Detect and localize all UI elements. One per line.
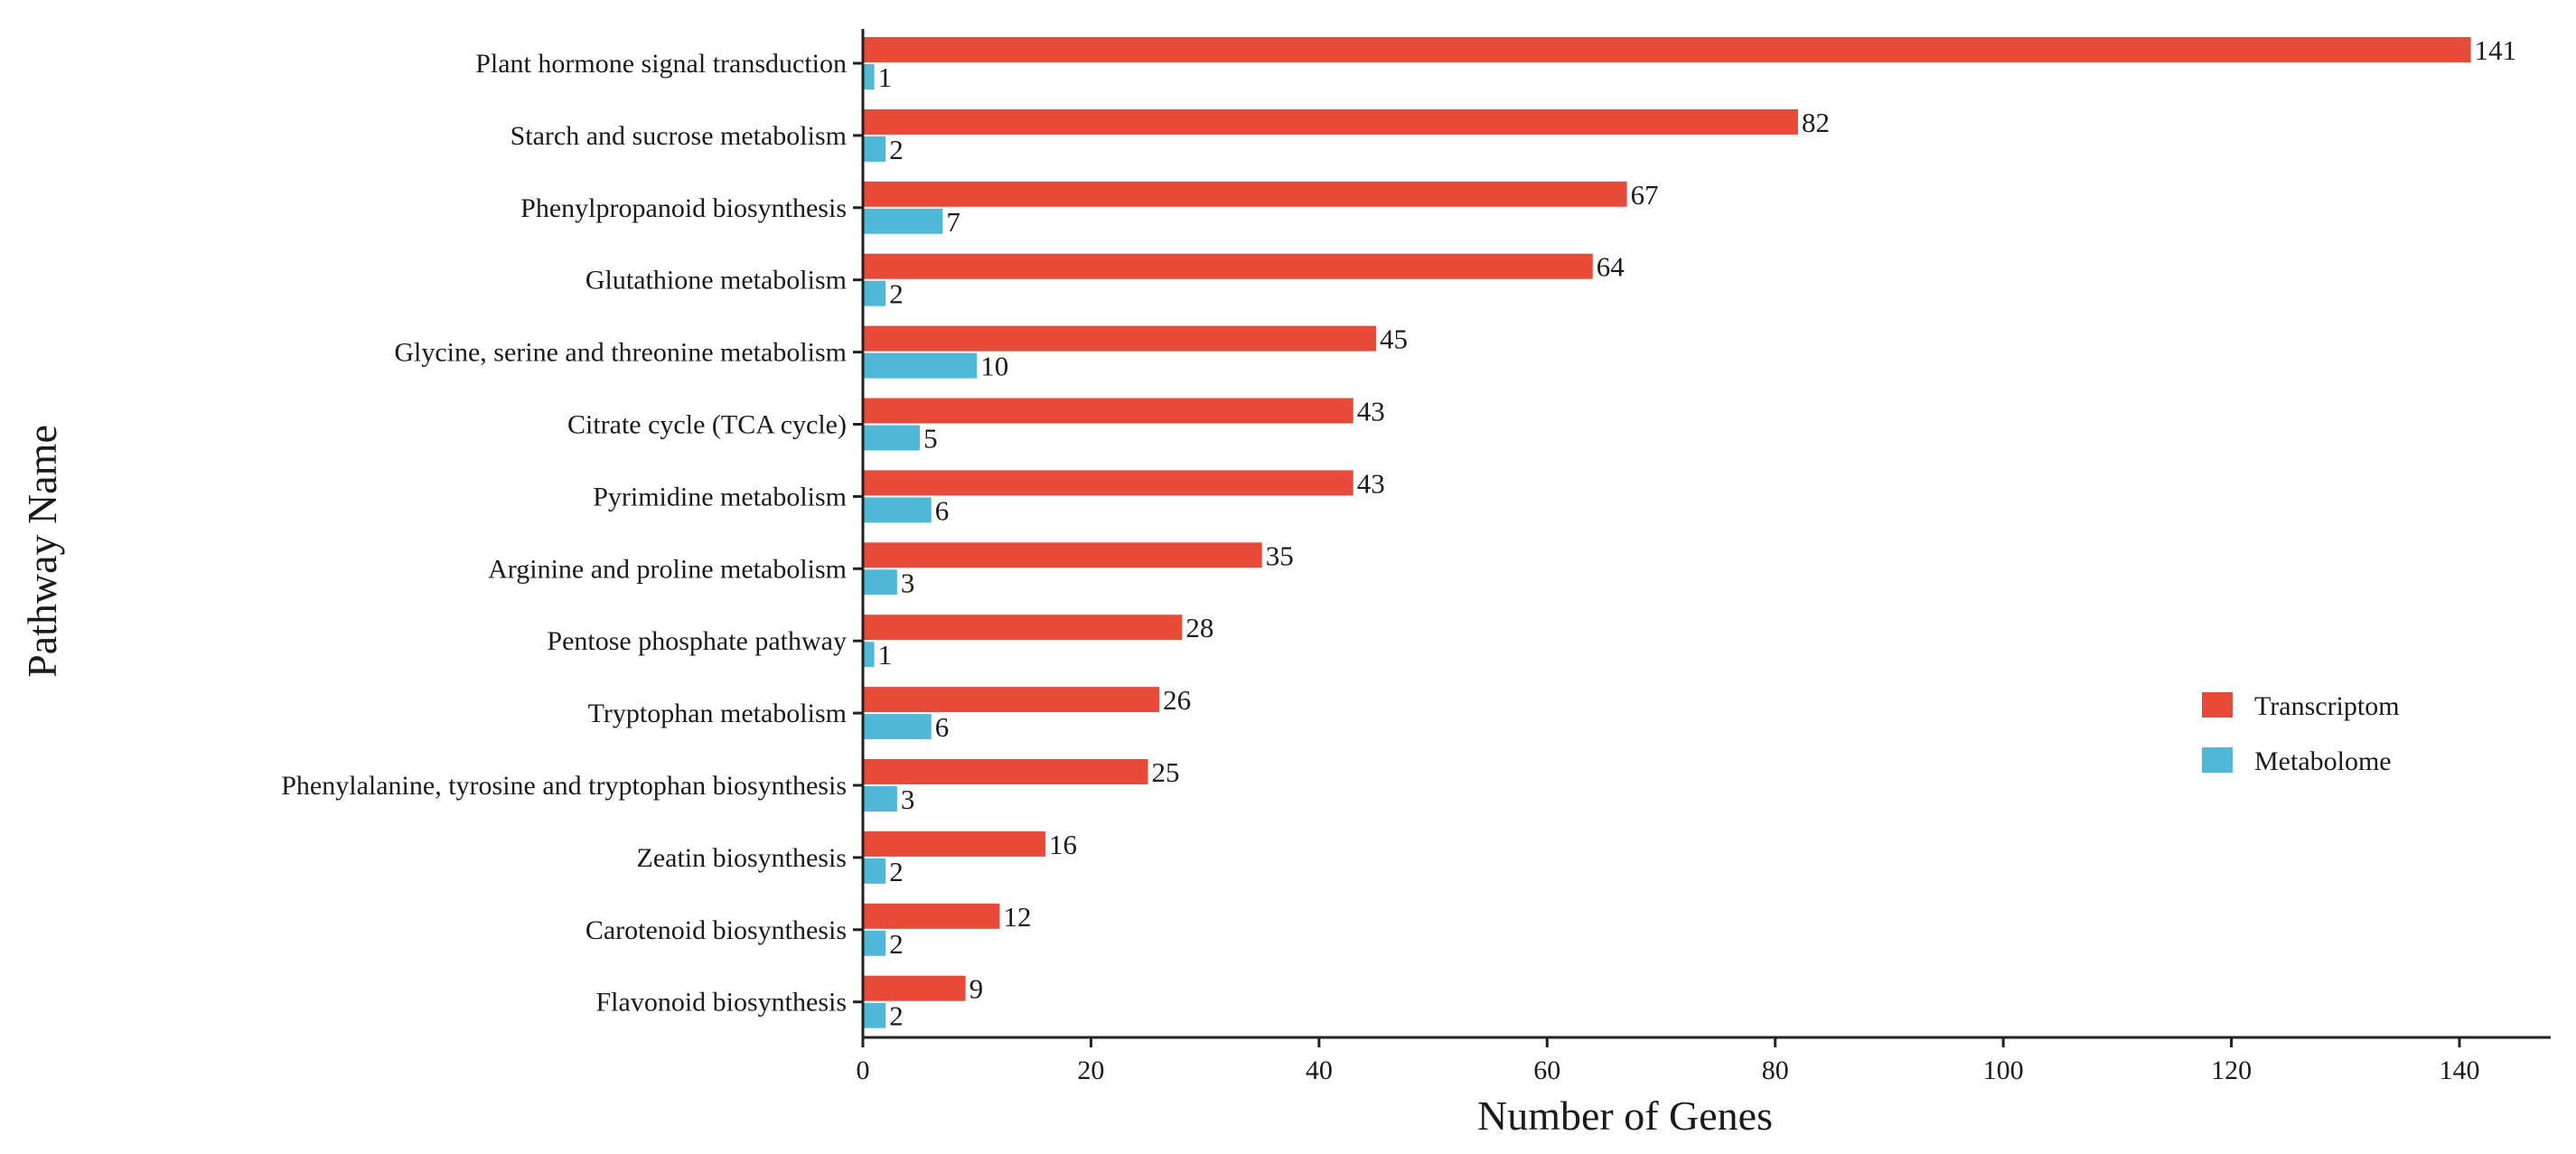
value-labels-layer: 141 1 82 2 67 7 64 2 45 10 43 5 43 6 35 3 28 1 26 6 25 3 16 2 12… (878, 34, 2517, 1032)
value-label-metabolome-pyrimidine-metabolism: 6 (935, 494, 950, 526)
value-label-metabolome-pentose-phosphate-pathway: 1 (878, 639, 893, 671)
legend: Transcriptom Metabolome (2202, 691, 2400, 776)
bar-metabolome-zeatin-biosynthesis (863, 858, 886, 884)
value-label-metabolome-arginine-and-proline-metabolism: 3 (901, 567, 915, 598)
value-label-metabolome-glutathione-metabolism: 2 (889, 278, 904, 310)
value-label-transcriptom-pyrimidine-metabolism: 43 (1357, 467, 1385, 499)
value-label-transcriptom-phenylpropanoid-biosynthesis: 67 (1631, 179, 1659, 211)
value-label-metabolome-carotenoid-biosynthesis: 2 (889, 928, 904, 960)
category-label-plant-hormone-signal-transduction: Plant hormone signal transduction (475, 49, 847, 79)
category-label-phenylpropanoid-biosynthesis: Phenylpropanoid biosynthesis (520, 193, 847, 223)
value-label-transcriptom-starch-and-sucrose-metabolism: 82 (1802, 107, 1830, 138)
value-label-metabolome-phenylalanine-tyrosine-and-tryptophan-biosynthesis: 3 (901, 783, 915, 815)
value-label-transcriptom-phenylalanine-tyrosine-and-tryptophan-biosynthesis: 25 (1152, 756, 1180, 788)
x-tick-label-100: 100 (1983, 1055, 2024, 1085)
ticks-layer: 0 20 40 60 80 100 120 140 (853, 61, 2480, 1085)
value-label-metabolome-tryptophan-metabolism: 6 (935, 711, 950, 743)
bar-metabolome-carotenoid-biosynthesis (863, 930, 886, 956)
x-tick-label-60: 60 (1533, 1055, 1560, 1085)
bar-metabolome-pentose-phosphate-pathway (863, 642, 875, 668)
bar-transcriptom-glycine-serine-and-threonine-metabolism (863, 325, 1376, 352)
category-labels-layer: Plant hormone signal transduction Starch … (281, 49, 847, 1018)
bar-metabolome-citrate-cycle-tca-cycle (863, 425, 921, 451)
bar-transcriptom-citrate-cycle-tca-cycle (863, 398, 1354, 424)
x-tick-label-120: 120 (2211, 1055, 2252, 1085)
value-label-transcriptom-citrate-cycle-tca-cycle: 43 (1357, 396, 1385, 427)
axes-layer (861, 29, 2551, 1039)
value-label-transcriptom-carotenoid-biosynthesis: 12 (1003, 901, 1031, 933)
bar-metabolome-phenylalanine-tyrosine-and-tryptophan-biosynthesis (863, 786, 897, 812)
bar-transcriptom-arginine-and-proline-metabolism (863, 542, 1262, 568)
bar-metabolome-phenylpropanoid-biosynthesis (863, 208, 943, 234)
x-axis-title: Number of Genes (1477, 1093, 1773, 1139)
bar-transcriptom-carotenoid-biosynthesis (863, 903, 1000, 929)
bar-transcriptom-zeatin-biosynthesis (863, 830, 1045, 857)
category-label-carotenoid-biosynthesis: Carotenoid biosynthesis (585, 915, 847, 945)
value-label-transcriptom-arginine-and-proline-metabolism: 35 (1266, 539, 1294, 571)
bar-metabolome-plant-hormone-signal-transduction (863, 64, 875, 89)
value-label-metabolome-citrate-cycle-tca-cycle: 5 (923, 423, 938, 455)
bar-metabolome-tryptophan-metabolism (863, 714, 932, 740)
value-label-metabolome-starch-and-sucrose-metabolism: 2 (889, 134, 904, 165)
legend-label-metabolome: Metabolome (2254, 746, 2392, 776)
x-tick-label-80: 80 (1762, 1055, 1789, 1085)
legend-label-transcriptom: Transcriptom (2254, 691, 2400, 721)
category-label-phenylalanine-tyrosine-and-tryptophan-biosynthesis: Phenylalanine, tyrosine and tryptophan b… (281, 771, 847, 801)
value-label-transcriptom-flavonoid-biosynthesis: 9 (970, 973, 984, 1005)
bar-transcriptom-phenylalanine-tyrosine-and-tryptophan-biosynthesis (863, 759, 1148, 784)
category-label-pyrimidine-metabolism: Pyrimidine metabolism (593, 482, 847, 511)
bar-transcriptom-plant-hormone-signal-transduction (863, 37, 2471, 62)
category-label-arginine-and-proline-metabolism: Arginine and proline metabolism (488, 554, 847, 584)
value-label-transcriptom-tryptophan-metabolism: 26 (1163, 684, 1191, 716)
category-label-pentose-phosphate-pathway: Pentose phosphate pathway (547, 626, 847, 656)
value-label-metabolome-phenylpropanoid-biosynthesis: 7 (946, 206, 960, 238)
bar-transcriptom-pyrimidine-metabolism (863, 470, 1354, 496)
bar-transcriptom-phenylpropanoid-biosynthesis (863, 181, 1627, 207)
bar-metabolome-glutathione-metabolism (863, 280, 886, 306)
value-label-metabolome-zeatin-biosynthesis: 2 (889, 856, 904, 887)
bar-metabolome-flavonoid-biosynthesis (863, 1002, 886, 1028)
category-label-starch-and-sucrose-metabolism: Starch and sucrose metabolism (511, 121, 847, 151)
value-label-metabolome-plant-hormone-signal-transduction: 1 (878, 61, 893, 93)
category-label-glutathione-metabolism: Glutathione metabolism (585, 266, 847, 296)
value-label-transcriptom-glutathione-metabolism: 64 (1597, 251, 1625, 283)
bar-metabolome-glycine-serine-and-threonine-metabolism (863, 352, 978, 379)
category-label-citrate-cycle-tca-cycle: Citrate cycle (TCA cycle) (567, 410, 847, 440)
x-tick-label-20: 20 (1077, 1055, 1104, 1085)
bar-transcriptom-pentose-phosphate-pathway (863, 615, 1183, 641)
value-label-transcriptom-zeatin-biosynthesis: 16 (1049, 829, 1077, 860)
x-tick-label-40: 40 (1306, 1055, 1333, 1085)
category-label-glycine-serine-and-threonine-metabolism: Glycine, serine and threonine metabolism (394, 338, 847, 368)
category-label-zeatin-biosynthesis: Zeatin biosynthesis (637, 843, 847, 873)
bar-transcriptom-glutathione-metabolism (863, 253, 1593, 279)
value-label-metabolome-flavonoid-biosynthesis: 2 (889, 1000, 904, 1032)
value-label-metabolome-glycine-serine-and-threonine-metabolism: 10 (980, 351, 1008, 382)
legend-swatch-metabolome (2202, 747, 2233, 773)
bar-metabolome-pyrimidine-metabolism (863, 497, 932, 523)
bar-transcriptom-flavonoid-biosynthesis (863, 975, 966, 1001)
value-label-transcriptom-plant-hormone-signal-transduction: 141 (2475, 34, 2517, 66)
bar-metabolome-starch-and-sucrose-metabolism (863, 136, 886, 162)
category-label-tryptophan-metabolism: Tryptophan metabolism (588, 699, 847, 728)
bars-layer (863, 37, 2471, 1028)
legend-swatch-transcriptom (2202, 692, 2233, 718)
bar-transcriptom-tryptophan-metabolism (863, 687, 1160, 713)
bar-transcriptom-starch-and-sucrose-metabolism (863, 108, 1798, 135)
category-label-flavonoid-biosynthesis: Flavonoid biosynthesis (595, 988, 847, 1018)
value-label-transcriptom-pentose-phosphate-pathway: 28 (1185, 612, 1213, 643)
value-label-transcriptom-glycine-serine-and-threonine-metabolism: 45 (1380, 324, 1408, 355)
y-axis-title: Pathway Name (19, 425, 65, 678)
x-tick-label-140: 140 (2440, 1055, 2480, 1085)
x-tick-label-0: 0 (857, 1055, 870, 1085)
bar-metabolome-arginine-and-proline-metabolism (863, 569, 897, 596)
